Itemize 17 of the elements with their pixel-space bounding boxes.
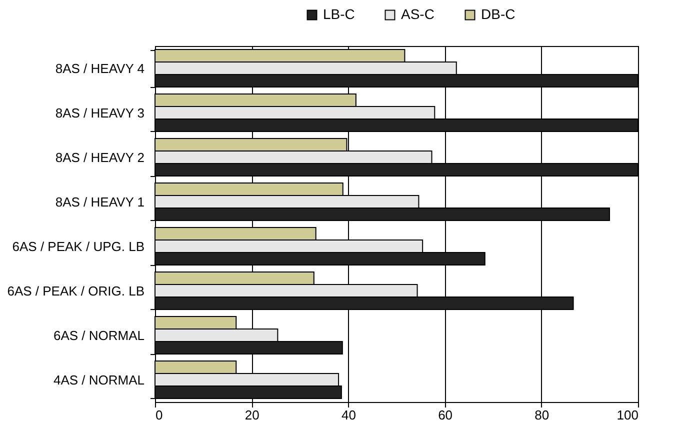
legend-label: LB-C [323,6,355,22]
x-tick-label: 40 [341,408,356,422]
y-tick-label: 6AS / PEAK / UPG. LB [12,238,144,254]
x-tick-label: 20 [244,408,260,422]
y-tick-label: 8AS / HEAVY 1 [55,194,144,210]
y-tick-label: 8AS / HEAVY 3 [55,105,144,120]
y-tick-label: 6AS / PEAK / ORIG. LB [7,283,144,298]
y-tick-label: 6AS / NORMAL [53,328,144,343]
legend-label: AS-C [401,6,434,22]
y-tick-label: 8AS / HEAVY 2 [55,150,144,165]
y-tick-label: 8AS / HEAVY 4 [55,60,144,76]
legend-label: DB-C [481,6,516,22]
x-tick-label: 0 [156,408,163,422]
x-tick-label: 60 [438,408,453,422]
y-tick-label: 4AS / NORMAL [53,372,144,388]
x-tick-label: 80 [534,408,550,422]
x-tick-label: 100 [616,408,638,422]
